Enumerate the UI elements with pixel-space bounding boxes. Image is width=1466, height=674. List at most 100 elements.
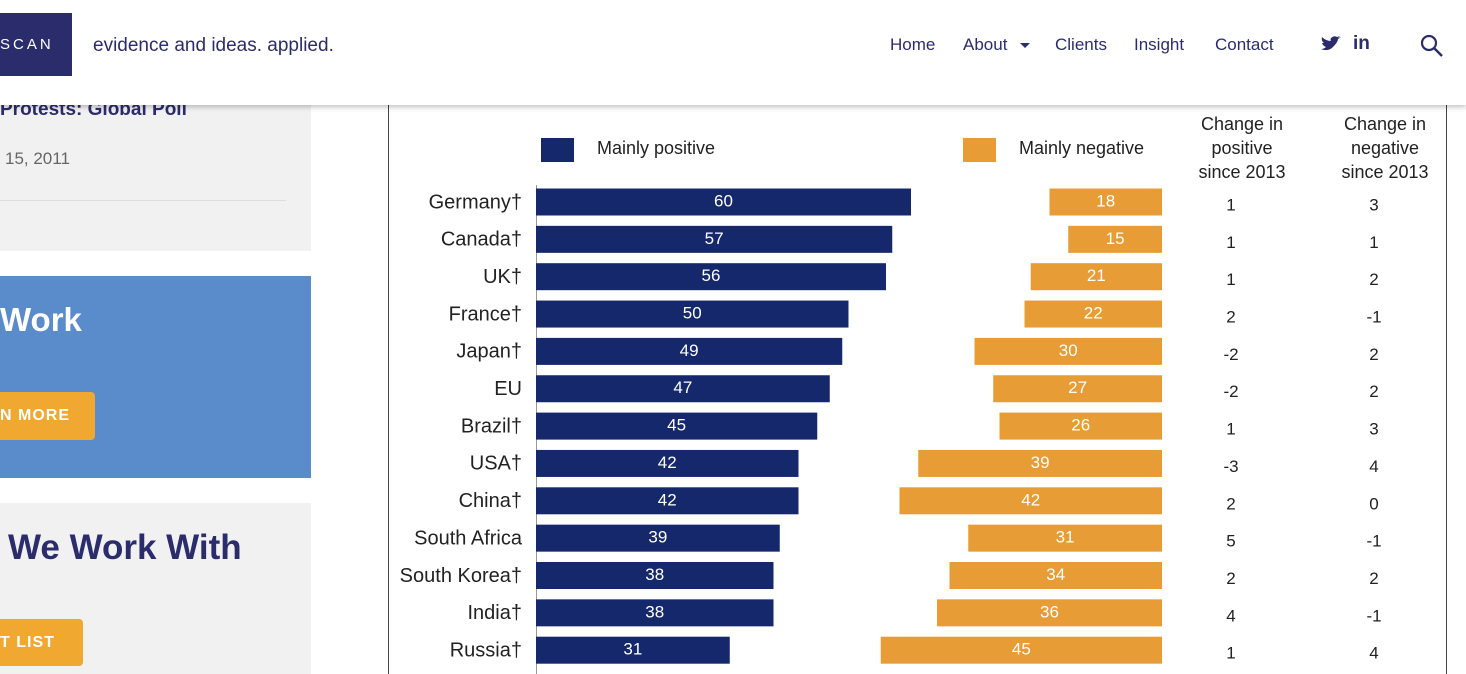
data-label: 50 — [683, 304, 702, 323]
change-value: 0 — [1369, 494, 1378, 513]
nav-link[interactable]: About — [963, 35, 1008, 54]
category-label: Japan† — [456, 341, 522, 363]
bar — [536, 300, 849, 328]
nav-link[interactable]: Home — [890, 35, 936, 54]
data-label: 31 — [623, 640, 642, 659]
column-header: negative — [1351, 138, 1419, 158]
change-value: 2 — [1226, 569, 1235, 588]
data-label: 38 — [645, 602, 664, 621]
data-label: 31 — [1056, 528, 1075, 547]
nav-link[interactable]: Clients — [1055, 35, 1107, 54]
data-label: 38 — [645, 565, 664, 584]
change-value: 3 — [1369, 195, 1378, 214]
change-value: 5 — [1226, 532, 1235, 551]
category-label: South Africa — [414, 527, 523, 549]
bar — [536, 599, 774, 627]
bar — [993, 375, 1162, 403]
data-label: 45 — [1012, 640, 1031, 659]
dropdown-caret — [1020, 43, 1030, 48]
search-icon[interactable] — [1420, 34, 1444, 58]
bar — [899, 487, 1162, 515]
data-label: 45 — [667, 416, 686, 435]
bar — [536, 375, 830, 403]
change-value: 4 — [1369, 457, 1378, 476]
nav-link[interactable]: Insight — [1134, 35, 1185, 54]
change-value: 1 — [1226, 233, 1235, 252]
change-value: -1 — [1366, 606, 1381, 625]
change-value: 2 — [1226, 494, 1235, 513]
bar — [999, 412, 1162, 440]
data-label: 39 — [648, 528, 667, 547]
change-value: 2 — [1369, 382, 1378, 401]
change-value: -1 — [1366, 308, 1381, 327]
change-value: 1 — [1226, 270, 1235, 289]
bar — [536, 449, 799, 477]
category-label: France† — [449, 303, 522, 325]
category-label: Germany† — [429, 191, 522, 213]
clients-title: We Work With — [8, 528, 242, 567]
data-label: 49 — [680, 341, 699, 360]
change-value: -3 — [1223, 457, 1238, 476]
change-value: -2 — [1223, 382, 1238, 401]
change-value: 2 — [1369, 270, 1378, 289]
bar — [536, 188, 911, 216]
data-label: 60 — [714, 191, 733, 210]
promo-title: Work — [0, 301, 82, 338]
bar — [937, 599, 1162, 627]
bar — [536, 225, 893, 253]
bar — [880, 636, 1162, 664]
category-label: EU — [494, 378, 522, 400]
data-label: 47 — [673, 378, 692, 397]
data-label: 34 — [1046, 565, 1065, 584]
category-label: UK† — [483, 266, 522, 288]
nav-link[interactable]: Contact — [1215, 35, 1274, 54]
category-label: Canada† — [441, 229, 522, 251]
change-value: 1 — [1226, 420, 1235, 439]
data-label: 15 — [1106, 229, 1125, 248]
change-value: -2 — [1223, 345, 1238, 364]
change-value: 2 — [1226, 308, 1235, 327]
category-label: USA† — [470, 453, 522, 475]
bar — [968, 524, 1162, 552]
clients-button[interactable]: T LIST — [0, 619, 83, 666]
header: SCAN evidence and ideas. applied. Home A… — [0, 0, 1466, 105]
category-label: China† — [459, 490, 522, 512]
post-date: 15, 2011 — [5, 149, 70, 168]
category-label: Russia† — [450, 639, 522, 661]
logo[interactable]: SCAN — [0, 13, 72, 76]
change-value: 2 — [1369, 345, 1378, 364]
change-value: 1 — [1226, 644, 1235, 663]
bar — [949, 562, 1162, 589]
column-header: since 2013 — [1198, 162, 1285, 182]
bar — [1030, 263, 1162, 291]
column-header: Change in — [1201, 114, 1283, 134]
bar — [536, 562, 774, 589]
data-label: 36 — [1040, 602, 1059, 621]
data-label: 39 — [1031, 453, 1050, 472]
twitter-icon[interactable] — [1321, 36, 1341, 52]
promo-button[interactable]: N MORE — [0, 392, 95, 440]
legend-swatch — [963, 138, 996, 162]
category-label: India† — [468, 602, 523, 624]
data-label: 26 — [1071, 416, 1090, 435]
category-label: South Korea† — [400, 565, 522, 587]
bar — [918, 449, 1162, 477]
bar — [1068, 225, 1162, 253]
change-value: 3 — [1369, 420, 1378, 439]
data-label: 30 — [1059, 341, 1078, 360]
data-label: 57 — [705, 229, 724, 248]
data-label: 21 — [1087, 266, 1106, 285]
bar — [536, 636, 730, 664]
data-label: 42 — [1021, 490, 1040, 509]
bar — [536, 487, 799, 515]
data-label: 56 — [702, 266, 721, 285]
column-header: since 2013 — [1341, 162, 1428, 182]
linkedin-icon[interactable]: in — [1353, 33, 1370, 54]
divider — [0, 200, 286, 201]
bar — [536, 337, 843, 365]
bar — [536, 524, 780, 552]
bar — [536, 412, 818, 440]
recent-post: Protests: Global Poll 15, 2011 — [0, 95, 311, 251]
change-value: 1 — [1226, 195, 1235, 214]
